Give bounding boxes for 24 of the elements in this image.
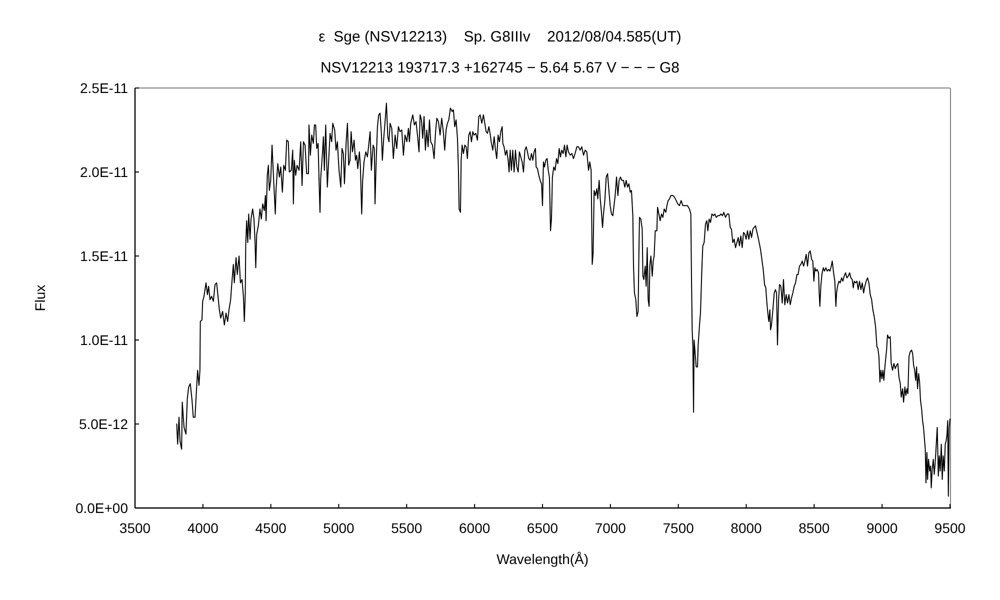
x-tick-label: 4000 — [187, 520, 219, 536]
x-tick-label: 8000 — [730, 520, 762, 536]
chart-subtitle: NSV12213 193717.3 +162745 − 5.64 5.67 V − − − G8 — [320, 59, 680, 76]
x-tick-label: 8500 — [798, 520, 830, 536]
x-tick-label: 3500 — [119, 520, 151, 536]
y-tick-label: 2.0E-11 — [80, 164, 128, 180]
x-tick-label: 6500 — [526, 520, 558, 536]
x-tick-label: 9500 — [934, 520, 966, 536]
x-axis-title: Wavelength(Å) — [496, 550, 589, 567]
x-tick-label: 7000 — [594, 520, 626, 536]
y-tick-label: 5.0E-12 — [78, 416, 128, 432]
y-tick-label: 0.0E+00 — [75, 500, 128, 516]
y-tick-label: 1.0E-11 — [80, 332, 128, 348]
x-tick-label: 7500 — [662, 520, 694, 536]
y-tick-label: 1.5E-11 — [80, 248, 128, 264]
x-tick-label: 6000 — [459, 520, 490, 536]
y-axis-title: Flux — [32, 284, 48, 312]
x-tick-label: 5500 — [391, 520, 422, 536]
x-tick-label: 4500 — [255, 520, 287, 536]
y-tick-label: 2.5E-11 — [80, 80, 128, 96]
x-tick-label: 5000 — [323, 520, 355, 536]
line-series — [176, 102, 950, 497]
chart-title: ε Sge (NSV12213) Sp. G8IIIv 2012/08/04.585(UT) — [318, 28, 682, 46]
x-tick-label: 9000 — [866, 520, 898, 536]
